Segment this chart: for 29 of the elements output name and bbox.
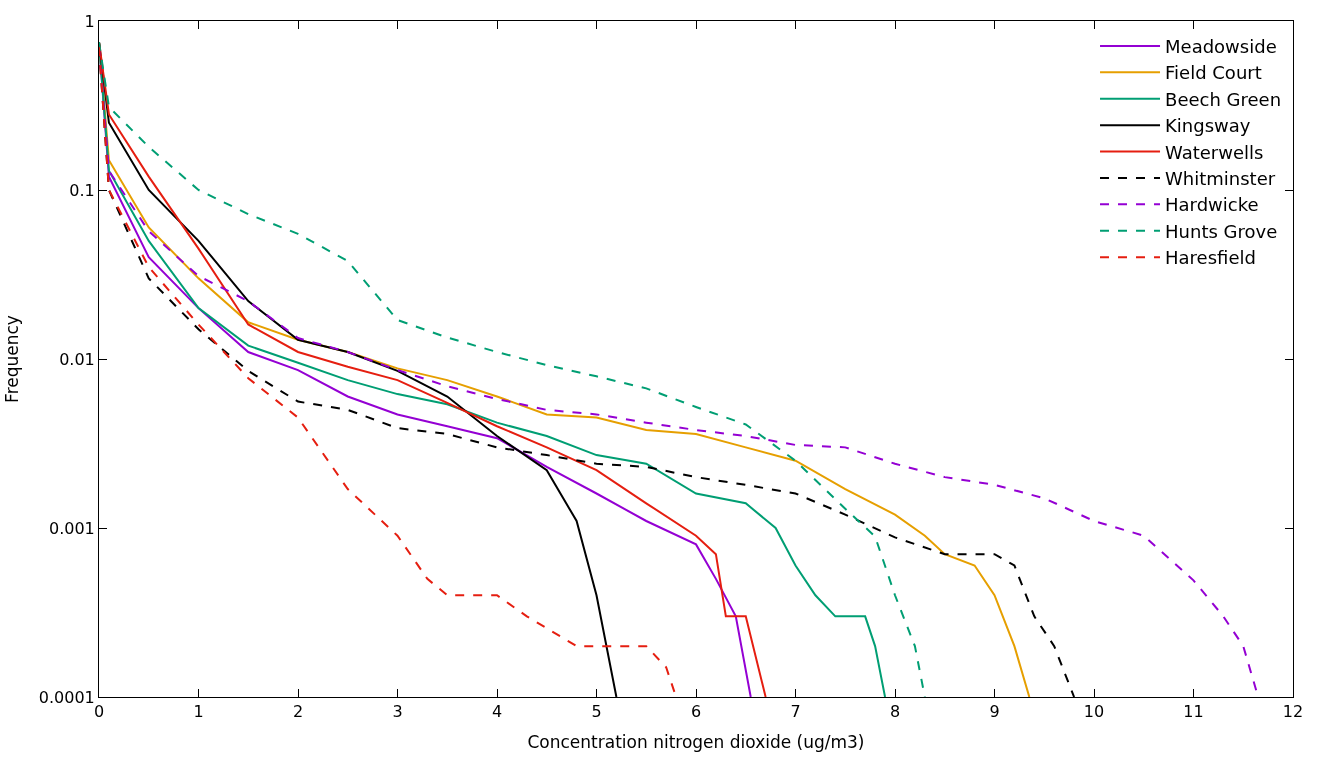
x-tick-label: 2 (292, 702, 304, 722)
x-tick-label: 12 (1282, 702, 1304, 722)
x-tick-label: 7 (790, 702, 801, 722)
y-tick-label: 0.0001 (38, 687, 95, 707)
legend-label: Whitminster (1165, 167, 1276, 189)
y-tick-label: 0.001 (48, 518, 95, 538)
legend-label: Kingsway (1165, 115, 1251, 137)
x-tick-label: 4 (491, 702, 503, 722)
x-tick-label: 10 (1083, 702, 1105, 722)
legend-label: Field Court (1165, 62, 1262, 84)
legend-label: Haresfield (1165, 247, 1256, 269)
y-tick-label: 0.01 (59, 349, 95, 369)
x-tick-label: 11 (1183, 702, 1204, 722)
x-tick-label: 9 (989, 702, 1000, 722)
y-axis-title: Frequency (2, 315, 23, 403)
x-tick-label: 5 (591, 702, 602, 722)
x-tick-label: 6 (690, 702, 702, 722)
legend-label: Meadowside (1165, 35, 1277, 57)
legend-label: Waterwells (1165, 141, 1264, 163)
y-tick-label: 0.1 (69, 180, 95, 200)
x-tick-label: 8 (889, 702, 901, 722)
x-tick-label: 0 (93, 702, 105, 722)
x-tick-label: 1 (193, 702, 204, 722)
legend-label: Beech Green (1165, 88, 1282, 110)
legend-label: Hardwicke (1165, 194, 1259, 216)
x-tick-label: 3 (392, 702, 403, 722)
legend-label: Hunts Grove (1165, 220, 1278, 242)
x-axis-title: Concentration nitrogen dioxide (ug/m3) (527, 731, 865, 752)
y-tick-label: 1 (84, 11, 95, 31)
